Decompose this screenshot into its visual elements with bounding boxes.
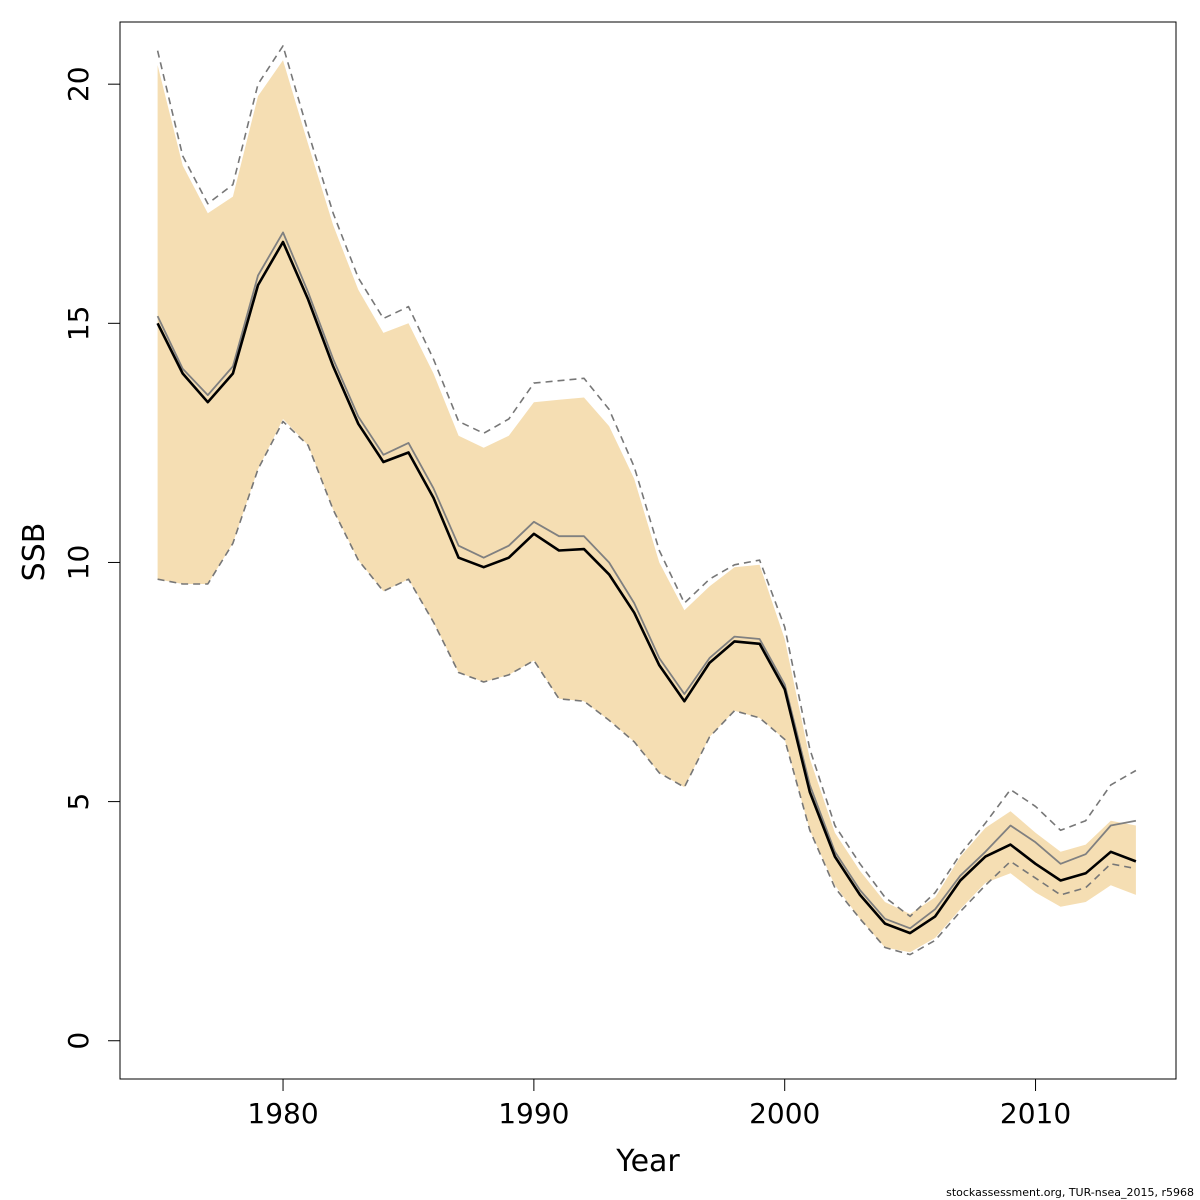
y-tick-label: 5 <box>62 793 95 811</box>
series-lines-layer <box>156 45 1137 956</box>
confidence-band <box>157 60 1136 953</box>
y-tick-label: 15 <box>62 305 95 341</box>
x-axis: 1980 1990 2000 2010 <box>247 1078 1071 1130</box>
x-tick-label: 2010 <box>1000 1097 1071 1130</box>
previous-estimate-line <box>156 231 1137 930</box>
previous-lower-ci-line <box>157 420 1137 956</box>
y-tick-label: 20 <box>62 66 95 102</box>
y-tick-label: 10 <box>62 545 95 581</box>
x-tick-label: 1990 <box>498 1097 569 1130</box>
x-tick-label: 1980 <box>247 1097 318 1130</box>
y-axis: 0 5 10 15 20 <box>62 66 121 1050</box>
footer-credit: stockassessment.org, TUR-nsea_2015, r596… <box>946 1186 1194 1199</box>
confidence-band-layer <box>157 60 1136 953</box>
y-axis-title: SSB <box>17 523 52 582</box>
y-tick-label: 0 <box>62 1032 95 1050</box>
ssb-estimate-line <box>156 240 1137 935</box>
previous-upper-ci-line <box>156 45 1137 918</box>
x-axis-title: Year <box>615 1144 680 1179</box>
x-tick-label: 2000 <box>749 1097 820 1130</box>
